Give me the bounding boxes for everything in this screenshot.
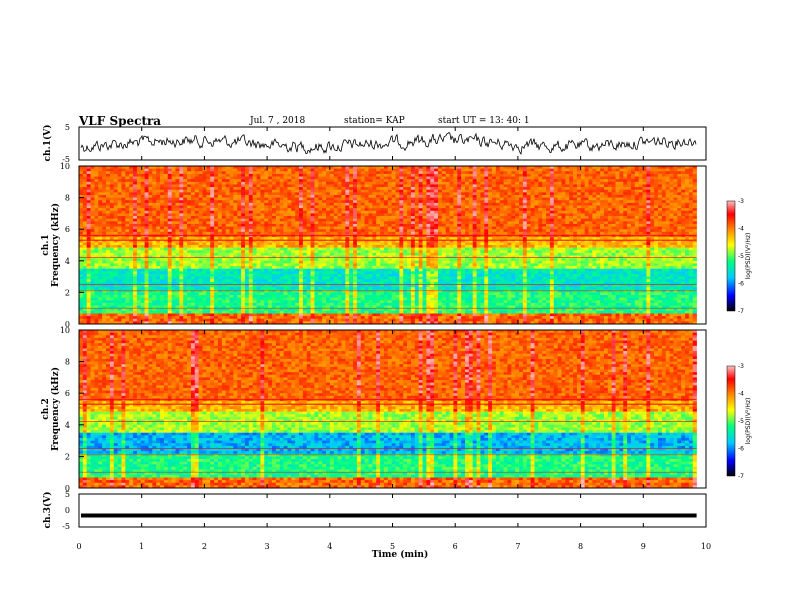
x-axis-label: Time (min) (372, 549, 429, 560)
x-tick-8: 8 (578, 542, 583, 551)
x-tick-6: 6 (453, 542, 458, 551)
ch3-ytick-5: 5 (65, 490, 70, 499)
ch1-cb-tick--7: -7 (738, 308, 744, 315)
ch1-cb-tick--5: -5 (738, 253, 744, 260)
x-tick-4: 4 (327, 542, 332, 551)
x-tick-10: 10 (701, 542, 711, 551)
ch1-cb-tick--3: -3 (738, 198, 744, 205)
ch2-spectrogram-image (79, 330, 706, 488)
ch2-spec-ytick-10: 10 (60, 326, 70, 335)
ch1-spectrogram-image (79, 166, 706, 324)
x-tick-0: 0 (76, 542, 81, 551)
ch2-spec-ytick-2: 2 (65, 452, 70, 461)
ch2-colorbar: -3 -4 -5 -6 -7 log(PSD)(V²/Hz) (727, 363, 752, 480)
ch1-spec-ytick-2: 2 (65, 288, 70, 297)
x-tick-7: 7 (515, 542, 520, 551)
x-tick-9: 9 (641, 542, 646, 551)
x-tick-3: 3 (265, 542, 270, 551)
ch2-cb-tick--7: -7 (738, 473, 744, 480)
ch1-waveform-ylabel: ch.1(V) (42, 125, 53, 162)
ch3-waveform-ylabel: ch.3(V) (42, 492, 53, 529)
ch1-spec-ytick-10: 10 (60, 162, 70, 171)
ch2-spectrogram-ylabel: ch.2Frequency (kHz) (41, 367, 61, 451)
ch1-colorbar-label: log(PSD)(V²/Hz) (745, 233, 752, 280)
ch1-spec-ytick-8: 8 (65, 194, 70, 203)
ch3-ytick-neg5: -5 (62, 522, 70, 531)
ch1-ytick-5: 5 (65, 123, 70, 132)
ch2-spec-ytick-8: 8 (65, 358, 70, 367)
ch1-colorbar: -3 -4 -5 -6 -7 log(PSD)(V²/Hz) (727, 198, 752, 315)
ch1-spectrogram-ylabel: ch.1Frequency (kHz) (41, 203, 61, 287)
ch2-colorbar-label: log(PSD)(V²/Hz) (745, 398, 752, 445)
ch3-ytick-0: 0 (65, 506, 70, 515)
ch1-cb-tick--4: -4 (738, 226, 744, 233)
x-tick-2: 2 (202, 542, 207, 551)
ch2-cb-tick--5: -5 (738, 418, 744, 425)
ch2-cb-tick--6: -6 (738, 446, 744, 453)
ch2-spec-ytick-6: 6 (65, 389, 70, 398)
ch2-cb-tick--3: -3 (738, 363, 744, 370)
x-tick-1: 1 (139, 542, 144, 551)
ch2-cb-tick--4: -4 (738, 391, 744, 398)
ch1-spec-ytick-6: 6 (65, 225, 70, 234)
ch2-spec-ytick-4: 4 (65, 421, 70, 430)
ch1-spec-ytick-4: 4 (65, 257, 70, 266)
ch1-cb-tick--6: -6 (738, 281, 744, 288)
